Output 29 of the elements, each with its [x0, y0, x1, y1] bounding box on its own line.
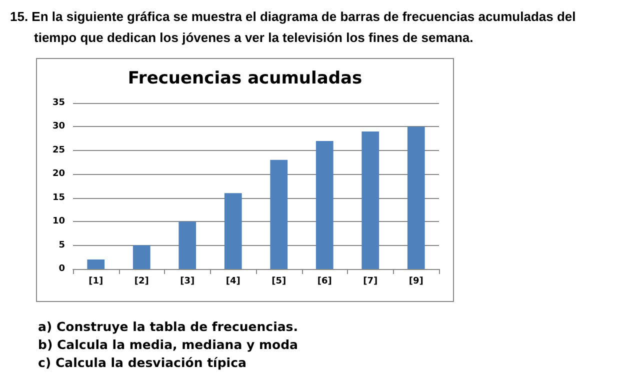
text: 15. En la siguiente gráfica se muestra el diagrama de barras de frecuencias acumuladas del tiempo que dedican los jóvenes a ver la televisión los fines de semana.	[10, 8, 577, 47]
y-tick-label: 20	[52, 169, 65, 180]
bar	[362, 131, 380, 269]
y-tick-label: 5	[58, 240, 65, 250]
y-tick-label: 15	[52, 192, 65, 203]
bar	[270, 160, 288, 269]
bar	[132, 245, 150, 269]
y-tick-label: 30	[52, 122, 65, 132]
bar	[316, 140, 334, 269]
x-tick-label: [9]	[408, 276, 424, 286]
x-tick-label: [7]	[363, 276, 378, 286]
x-tick-label: [5]	[272, 276, 286, 286]
x-tick-label: [1]	[88, 276, 104, 286]
y-tick-label: 10	[52, 216, 65, 227]
text: a) Construye la tabla de frecuencias.	[38, 318, 298, 336]
y-tick-label: 35	[52, 98, 65, 108]
x-tick-label: [2]	[134, 276, 149, 286]
y-tick-label: 25	[52, 145, 65, 156]
x-tick-label: [6]	[317, 276, 332, 286]
x-tick-label: [4]	[226, 276, 240, 286]
chart-title: Frecuencias acumuladas	[128, 68, 362, 88]
text: b) Calcula la media, mediana y moda	[38, 336, 298, 354]
text: c) Calcula la desviación típica	[38, 354, 248, 372]
bar	[224, 193, 242, 269]
bar	[87, 260, 105, 269]
y-tick-label: 0	[58, 264, 65, 274]
x-tick-label: [3]	[180, 276, 195, 286]
bar	[178, 222, 196, 269]
bar	[407, 126, 425, 269]
